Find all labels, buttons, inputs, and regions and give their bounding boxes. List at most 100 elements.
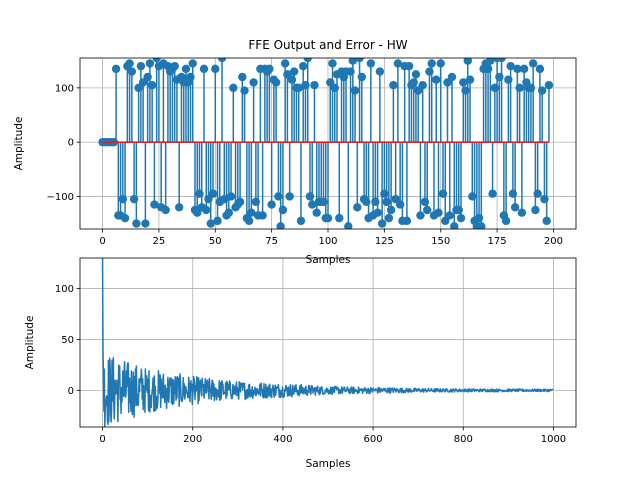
stem-marker bbox=[515, 83, 524, 93]
stem-marker bbox=[240, 86, 249, 95]
stem-marker bbox=[353, 203, 362, 212]
stem-marker bbox=[389, 80, 398, 90]
stem-marker bbox=[456, 213, 466, 223]
stem-marker bbox=[328, 59, 337, 68]
chart2-x-axis-label: Samples bbox=[306, 458, 351, 470]
c2-ytick-label-1: 50 bbox=[61, 335, 74, 346]
stem-marker bbox=[411, 70, 421, 79]
stem-marker bbox=[199, 64, 209, 74]
stem-marker bbox=[404, 61, 414, 71]
stem-marker bbox=[434, 208, 443, 217]
c2-xtick-label-0: 0 bbox=[99, 434, 105, 445]
stem-marker bbox=[271, 78, 281, 87]
stem-marker bbox=[450, 222, 459, 229]
stem-marker bbox=[427, 59, 436, 68]
chart2-y-axis-label: Amplitude bbox=[24, 316, 36, 370]
stem-marker bbox=[285, 192, 294, 201]
stem-marker bbox=[373, 208, 382, 217]
chart2-ticks: 0 200 400 600 800 1000 0 50 100 bbox=[55, 284, 566, 445]
stem-marker bbox=[348, 58, 357, 65]
stem-marker bbox=[152, 58, 161, 63]
stem-marker bbox=[465, 75, 475, 84]
stem-marker bbox=[127, 67, 137, 76]
c1-xtick-label-0: 0 bbox=[99, 236, 105, 247]
stem-marker bbox=[224, 208, 233, 217]
c1-xtick-label-7: 175 bbox=[488, 236, 507, 247]
chart2-plot-area bbox=[101, 258, 554, 427]
stem-marker bbox=[229, 83, 238, 93]
stem-marker bbox=[366, 59, 376, 68]
stem-marker bbox=[188, 59, 197, 68]
stem-marker bbox=[181, 64, 191, 74]
stem-marker bbox=[335, 213, 344, 223]
c2-ytick-label-0: 0 bbox=[68, 386, 74, 397]
c2-xtick-label-3: 600 bbox=[364, 434, 383, 445]
stem-marker bbox=[235, 197, 245, 207]
stem-marker bbox=[344, 222, 353, 229]
stem-marker bbox=[312, 208, 321, 217]
stem-marker bbox=[463, 58, 472, 65]
stem-marker bbox=[161, 205, 170, 215]
stem-marker bbox=[213, 216, 222, 226]
stem-marker bbox=[447, 72, 457, 82]
c2-ytick-label-2: 100 bbox=[55, 284, 74, 295]
c1-ytick-label-1: 0 bbox=[68, 138, 74, 149]
stem-marker bbox=[150, 200, 159, 209]
stem-marker bbox=[542, 216, 551, 226]
stem-marker bbox=[418, 80, 427, 90]
chart1-plot-area bbox=[98, 58, 554, 229]
stem-marker bbox=[432, 75, 441, 84]
stem-marker bbox=[402, 216, 412, 226]
stem-marker bbox=[519, 64, 529, 74]
c1-xtick-label-3: 75 bbox=[265, 236, 278, 247]
stem-marker bbox=[323, 213, 333, 223]
stem-marker bbox=[357, 72, 367, 82]
stem-marker bbox=[416, 211, 425, 220]
stem-marker bbox=[533, 189, 542, 198]
stem-marker bbox=[238, 72, 247, 82]
stem-marker bbox=[528, 59, 538, 68]
stem-marker bbox=[501, 216, 511, 226]
stem-marker bbox=[486, 58, 495, 65]
stem-marker bbox=[375, 67, 385, 76]
stem-marker bbox=[350, 86, 360, 95]
stem-marker bbox=[147, 80, 157, 90]
chart-ffe-error: 0 200 400 600 800 1000 0 50 100 Samples Amplitud… bbox=[24, 257, 577, 470]
stem-marker bbox=[267, 200, 276, 209]
stem-marker bbox=[206, 219, 215, 228]
stem-marker bbox=[459, 78, 468, 87]
stem-marker bbox=[175, 203, 184, 212]
c2-xtick-label-5: 1000 bbox=[541, 434, 566, 445]
stem-marker bbox=[544, 80, 554, 90]
c2-xtick-label-1: 200 bbox=[183, 434, 202, 445]
stem-marker bbox=[202, 205, 211, 215]
stem-marker bbox=[303, 58, 312, 63]
chart1-title: FFE Output and Error - HW bbox=[248, 38, 407, 52]
stem-marker bbox=[247, 208, 256, 217]
stem-marker bbox=[436, 59, 445, 68]
stem-marker bbox=[299, 61, 308, 71]
stem-marker bbox=[384, 213, 394, 223]
stem-marker bbox=[132, 219, 141, 228]
stem-marker bbox=[296, 216, 306, 226]
chart-ffe-output: 0 25 50 75 100 125 150 175 200 −100 0 100 FFE Outpu… bbox=[13, 38, 577, 266]
stem-marker bbox=[355, 58, 364, 63]
stem-marker bbox=[510, 203, 520, 212]
chart2-frame bbox=[79, 257, 577, 428]
stem-marker bbox=[170, 61, 179, 71]
stem-marker bbox=[280, 59, 290, 68]
c1-ytick-label-2: 100 bbox=[55, 83, 74, 94]
stem-marker bbox=[226, 192, 236, 201]
stem-marker bbox=[423, 205, 432, 215]
c1-xtick-label-4: 100 bbox=[318, 236, 337, 247]
stem-marker bbox=[506, 61, 515, 71]
stem-marker bbox=[535, 64, 545, 74]
c1-xtick-label-2: 50 bbox=[209, 236, 222, 247]
stem-marker bbox=[393, 59, 403, 68]
chart1-ticks: 0 25 50 75 100 125 150 175 200 −100 0 100 bbox=[47, 83, 563, 247]
c1-ytick-label-0: −100 bbox=[47, 192, 74, 203]
stem-marker bbox=[145, 59, 155, 68]
stem-marker bbox=[258, 211, 267, 220]
error-line bbox=[101, 258, 554, 427]
stem-marker bbox=[477, 222, 486, 229]
